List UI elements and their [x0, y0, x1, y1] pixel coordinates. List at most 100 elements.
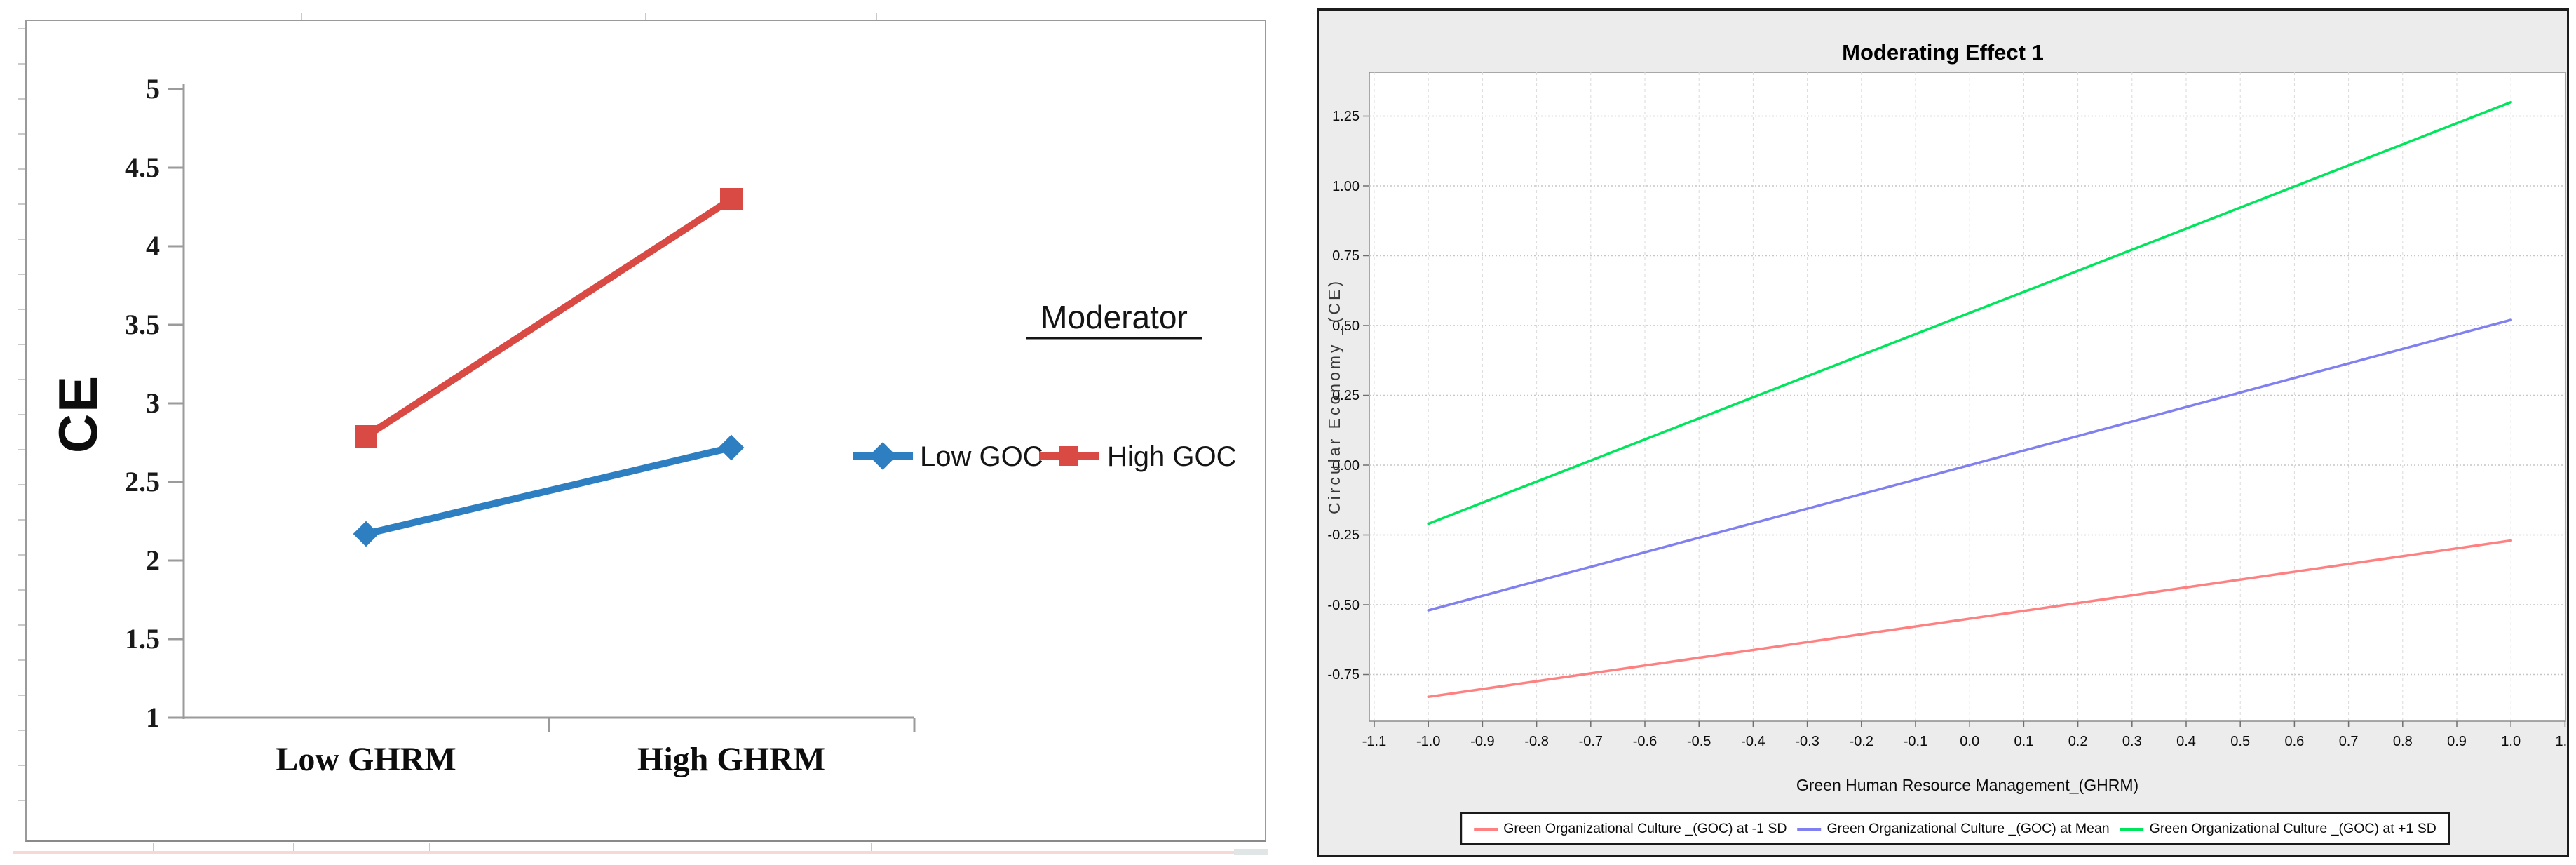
axis-tick-marks — [1363, 115, 2566, 727]
right-series-lines — [1427, 100, 2512, 699]
legend-square-swatch — [1059, 446, 1078, 466]
y-tick-label: 1 — [146, 702, 160, 733]
x-tick-label: -0.5 — [1687, 734, 1711, 749]
goc-plus1sd-line — [1427, 100, 2512, 525]
x-tick-label: -0.3 — [1795, 734, 1819, 749]
legend-label: High GOC — [1107, 441, 1237, 472]
right-chart-panel: Moderating Effect 1 — [1317, 8, 2575, 857]
left-y-ticks — [168, 88, 184, 719]
x-tick-label: 0.6 — [2284, 734, 2304, 749]
legend-item: Green Organizational Culture _(GOC) at M… — [1796, 821, 2110, 837]
moderator-label: Moderator — [1040, 299, 1188, 335]
right-chart-svg: Moderating Effect 1 — [1325, 40, 2575, 794]
legend-item: Green Organizational Culture _(GOC) at -… — [1473, 821, 1787, 837]
x-tick-label: 1.1 — [2555, 734, 2567, 749]
right-y-axis-title: Circular Economy _(CE) — [1325, 279, 1343, 514]
moderator-annotation: Moderator — [1026, 299, 1202, 340]
x-tick-label: 0.3 — [2122, 734, 2142, 749]
y-gridlines — [1369, 115, 2565, 676]
spreadsheet-column-stub — [645, 13, 646, 20]
y-tick-label: 2 — [146, 544, 160, 576]
spreadsheet-cell-fragment — [1234, 849, 1268, 855]
y-tick-labels: 1.25 1.00 0.75 0.50 0.25 0.00 -0.25 -0.5… — [1327, 109, 1360, 683]
legend-label: Green Organizational Culture _(GOC) at M… — [1826, 821, 2110, 836]
spreadsheet-column-stub — [153, 843, 154, 852]
y-tick-label: 1.5 — [125, 623, 160, 655]
y-tick-label: 0.50 — [1332, 318, 1360, 334]
x-tick-label: -0.6 — [1633, 734, 1657, 749]
y-tick-label: 2.5 — [125, 466, 160, 497]
x-gridlines — [1374, 72, 2565, 721]
left-y-tick-labels: 5 4.5 4 3.5 3 2.5 2 1.5 1 — [125, 73, 160, 733]
x-tick-label: 0.4 — [2176, 734, 2196, 749]
y-tick-label: 4 — [146, 230, 160, 262]
spreadsheet-column-stub — [293, 843, 294, 852]
right-x-axis-title: Green Human Resource Management_(GHRM) — [1796, 776, 2138, 794]
right-legend: Green Organizational Culture _(GOC) at -… — [1460, 812, 2450, 845]
legend-label: Low GOC — [920, 441, 1043, 472]
y-tick-label: 1.25 — [1332, 109, 1360, 124]
x-tick-label: 0.1 — [2014, 734, 2033, 749]
left-x-category-labels: Low GHRM High GHRM — [276, 741, 825, 778]
x-tick-label: 0.2 — [2068, 734, 2088, 749]
y-tick-label: 5 — [146, 73, 160, 105]
x-category-label: High GHRM — [637, 741, 825, 778]
left-axes — [182, 84, 916, 732]
y-tick-label: 0.25 — [1332, 388, 1360, 403]
x-tick-label: 0.0 — [1960, 734, 1979, 749]
y-tick-label: 0.00 — [1332, 458, 1360, 474]
spreadsheet-pink-row-line — [13, 851, 1262, 854]
spreadsheet-row-ticks — [18, 28, 25, 821]
x-category-label: Low GHRM — [276, 741, 456, 778]
low-goc-marker-diamond — [353, 521, 379, 547]
series-low-goc — [353, 434, 745, 547]
series-high-goc — [355, 188, 743, 448]
legend-line-swatch — [2120, 827, 2144, 831]
x-tick-label: -0.7 — [1579, 734, 1603, 749]
spreadsheet-column-stub — [871, 843, 872, 852]
legend-line-swatch — [1474, 827, 1498, 831]
low-goc-line — [365, 444, 733, 537]
high-goc-line — [364, 196, 733, 440]
high-goc-marker-square — [355, 425, 377, 448]
x-tick-labels: -1.1 -1.0 -0.9 -0.8 -0.7 -0.6 -0.5 -0.4 … — [1362, 734, 2575, 749]
plot-area — [1369, 72, 2566, 722]
x-tick-label: -1.1 — [1362, 734, 1386, 749]
left-legend: Low GOC High GOC — [853, 441, 1237, 472]
y-tick-label: -0.25 — [1327, 528, 1360, 543]
x-tick-label: 0.8 — [2393, 734, 2413, 749]
right-chart-title: Moderating Effect 1 — [1842, 40, 2044, 65]
x-tick-label: 0.7 — [2339, 734, 2359, 749]
y-tick-label: -0.75 — [1327, 667, 1360, 683]
y-tick-label: 3.5 — [125, 309, 160, 340]
spreadsheet-column-stub — [429, 843, 430, 852]
left-y-axis-title: CE — [47, 375, 109, 453]
legend-label: Green Organizational Culture _(GOC) at -… — [1503, 821, 1787, 836]
x-tick-label: -1.0 — [1416, 734, 1440, 749]
high-goc-marker-square — [720, 188, 743, 210]
y-tick-label: 3 — [146, 387, 160, 419]
x-tick-label: 1.0 — [2501, 734, 2521, 749]
x-tick-label: 0.9 — [2447, 734, 2467, 749]
legend-label: Green Organizational Culture _(GOC) at +… — [2149, 821, 2436, 836]
spreadsheet-column-stub — [301, 13, 302, 20]
legend-diamond-swatch — [869, 442, 897, 470]
x-tick-label: -0.4 — [1741, 734, 1765, 749]
spreadsheet-column-stub — [876, 13, 877, 20]
x-tick-label: -0.8 — [1524, 734, 1548, 749]
x-tick-label: -0.9 — [1470, 734, 1494, 749]
x-tick-label: 0.5 — [2230, 734, 2250, 749]
y-tick-label: 4.5 — [125, 152, 160, 183]
x-tick-label: -0.2 — [1850, 734, 1873, 749]
left-chart-panel: 5 4.5 4 3.5 3 2.5 2 1.5 1 Low GHRM High … — [25, 20, 1266, 842]
left-chart-svg: 5 4.5 4 3.5 3 2.5 2 1.5 1 Low GHRM High … — [47, 73, 1237, 778]
low-goc-marker-diamond — [718, 434, 745, 461]
goc-minus1sd-line — [1427, 539, 2512, 699]
goc-mean-line — [1427, 318, 2512, 612]
y-tick-label: 1.00 — [1332, 179, 1360, 194]
legend-item: Green Organizational Culture _(GOC) at +… — [2120, 821, 2436, 837]
legend-line-swatch — [1797, 827, 1822, 831]
y-tick-label: -0.50 — [1327, 598, 1360, 613]
y-tick-label: 0.75 — [1332, 248, 1360, 264]
